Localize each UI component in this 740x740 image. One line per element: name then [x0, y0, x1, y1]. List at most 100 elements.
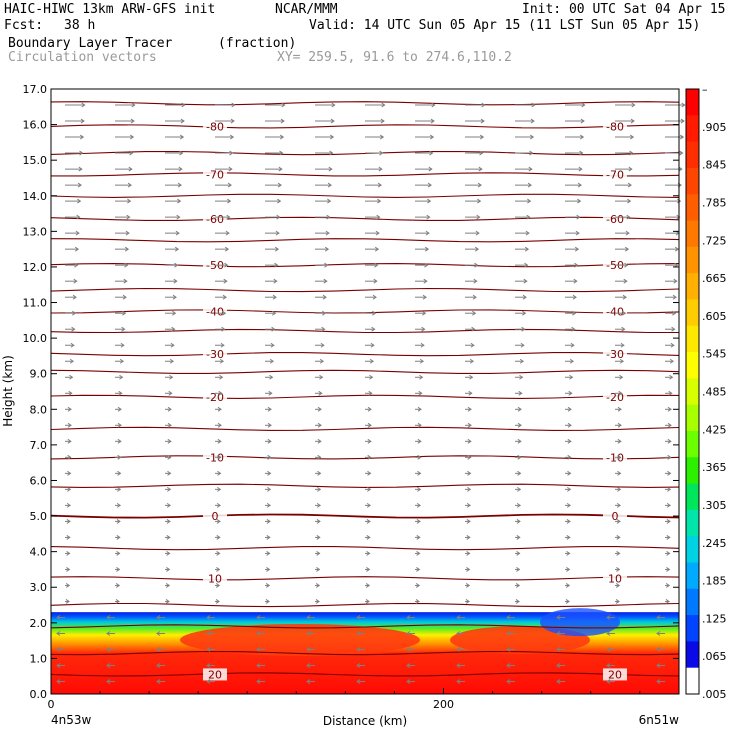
colorbar-swatch	[686, 325, 699, 353]
colorbar-label: .065	[702, 650, 727, 663]
vector-arrowhead	[667, 486, 672, 492]
isotherm-line	[50, 193, 680, 198]
vector-arrowhead	[121, 326, 126, 332]
vector-arrowhead	[418, 390, 423, 396]
isotherm-label-bg	[603, 572, 627, 585]
x-axis-title: Distance (km)	[323, 714, 407, 728]
vector-arrowhead	[266, 551, 271, 556]
vector-arrowhead	[66, 567, 71, 572]
vector-arrowhead	[426, 214, 431, 220]
vector-arrowhead	[272, 294, 277, 300]
vector-arrowhead	[122, 310, 127, 316]
vector-arrowhead	[566, 518, 571, 524]
vector-arrowhead	[130, 118, 135, 124]
vector-arrowhead	[406, 631, 411, 636]
vector-arrowhead	[172, 310, 177, 316]
vector-arrowhead	[471, 326, 476, 332]
vector-arrowhead	[422, 294, 427, 300]
vector-arrowhead	[77, 198, 82, 204]
vector-arrowhead	[79, 134, 85, 140]
vector-arrowhead	[272, 310, 277, 316]
vector-arrowhead	[625, 230, 630, 236]
vector-arrowhead	[606, 631, 611, 636]
vector-arrowhead	[531, 102, 536, 108]
isotherm-label: -70	[606, 168, 624, 181]
x-tick-label: 200	[433, 698, 454, 711]
vector-arrowhead	[429, 134, 435, 140]
vector-arrowhead	[379, 134, 385, 140]
vector-arrowhead	[474, 246, 480, 252]
vector-arrowhead	[176, 214, 181, 220]
vector-arrowhead	[617, 470, 622, 476]
vector-arrowhead	[206, 679, 211, 684]
vector-arrowhead	[427, 182, 432, 188]
vector-arrowhead	[565, 599, 570, 604]
vector-arrowhead	[566, 502, 572, 508]
vector-arrowhead	[678, 166, 683, 172]
vector-arrowhead	[616, 518, 621, 524]
vector-arrowhead	[76, 214, 81, 220]
vector-arrowhead	[572, 294, 577, 300]
vector-arrowhead	[281, 102, 286, 108]
vector-arrowhead	[168, 390, 173, 396]
vector-arrowhead	[266, 567, 271, 572]
vector-arrowhead	[627, 182, 632, 188]
vector-arrowhead	[74, 262, 79, 268]
y-tick-label: 9.0	[30, 368, 48, 381]
colorbar-swatch	[686, 667, 699, 695]
vector-arrowhead	[606, 615, 611, 620]
colorbar-swatch	[686, 509, 699, 537]
vector-arrowhead	[666, 551, 671, 556]
vector-arrowhead	[67, 422, 72, 428]
vector-arrowhead	[571, 326, 576, 332]
vector-arrowhead	[74, 246, 80, 252]
vector-arrowhead	[470, 342, 475, 348]
vector-arrowhead	[406, 663, 411, 668]
vector-arrowhead	[666, 518, 671, 524]
y-tick-label: 15.0	[23, 154, 48, 167]
vector-arrowhead	[265, 599, 270, 604]
vector-arrowhead	[518, 390, 523, 396]
isotherm-line	[50, 309, 680, 314]
vector-arrowhead	[406, 647, 411, 652]
vector-arrowhead	[119, 374, 124, 380]
vector-arrowhead	[517, 454, 522, 460]
colorbar-label: .425	[702, 423, 727, 436]
vector-arrowhead	[106, 647, 111, 652]
vector-arrowhead	[174, 262, 179, 268]
vector-arrowhead	[417, 422, 422, 428]
vector-arrowhead	[676, 214, 681, 220]
vector-arrowhead	[180, 118, 185, 124]
vector-arrowhead	[367, 406, 372, 412]
vector-arrowhead	[356, 647, 361, 652]
vector-arrowhead	[179, 134, 185, 140]
vector-arrowhead	[69, 358, 75, 364]
vector-arrowhead	[456, 631, 461, 636]
y-tick-label: 17.0	[23, 83, 48, 96]
vector-arrowhead	[481, 102, 486, 108]
vector-arrowhead	[656, 631, 661, 636]
isotherm-line	[50, 455, 680, 460]
colorbar-label: .785	[702, 196, 727, 209]
vector-arrowhead	[116, 534, 121, 540]
vector-arrowhead	[167, 470, 172, 476]
vector-arrowhead	[117, 470, 122, 476]
isotherm-line	[50, 287, 680, 293]
vector-arrowhead	[616, 551, 621, 556]
vector-arrowhead	[216, 518, 221, 524]
vector-arrowhead	[423, 278, 428, 284]
vector-arrowhead	[117, 486, 122, 492]
vector-arrowhead	[581, 102, 586, 108]
colorbar-label: .545	[702, 348, 727, 361]
colorbar-swatch	[686, 483, 699, 511]
vector-arrowhead	[165, 583, 171, 588]
vector-arrowhead	[667, 454, 672, 460]
vector-arrowhead	[527, 198, 532, 204]
valid-time: Valid: 14 UTC Sun 05 Apr 15 (11 LST Sun …	[309, 18, 701, 33]
vector-arrowhead	[116, 502, 122, 508]
vector-arrowhead	[579, 134, 585, 140]
vector-arrowhead	[506, 663, 511, 668]
vector-arrowhead	[467, 422, 472, 428]
vector-arrowhead	[606, 647, 611, 652]
isotherm-line	[50, 624, 680, 629]
